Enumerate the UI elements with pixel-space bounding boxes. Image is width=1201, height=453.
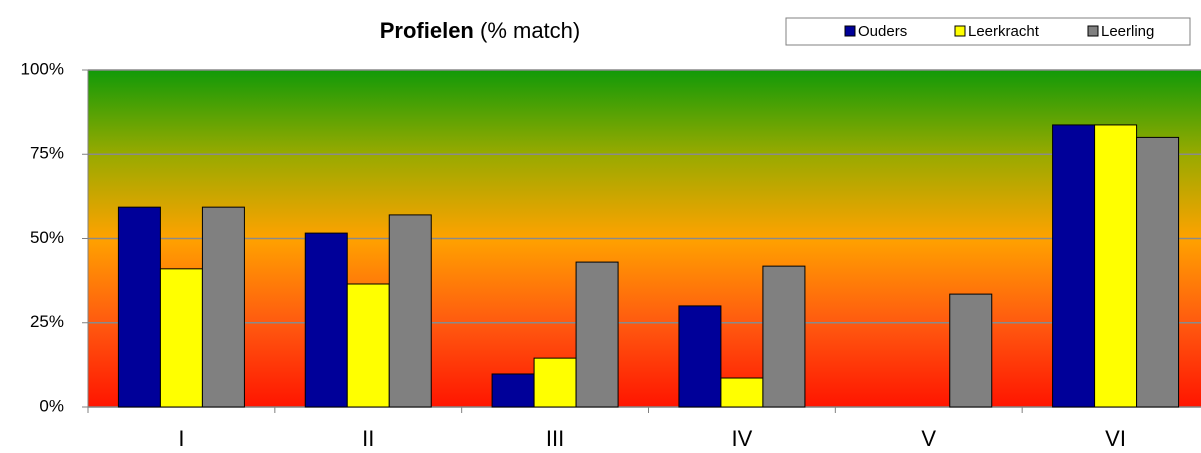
- bar: [346, 283, 390, 408]
- bar: [1094, 124, 1138, 408]
- y-tick-label: 50%: [30, 228, 64, 247]
- legend-label: Leerkracht: [968, 23, 1040, 40]
- x-tick-label: V: [921, 426, 936, 448]
- legend-swatch: [954, 25, 966, 37]
- bar: [1052, 124, 1096, 408]
- y-tick-label: 0%: [39, 396, 64, 415]
- x-tick-label: I: [178, 426, 184, 448]
- bar: [1136, 136, 1180, 408]
- bar: [159, 268, 203, 408]
- y-tick-label: 100%: [21, 59, 64, 78]
- legend-swatch: [1087, 25, 1099, 37]
- x-tick-label: VI: [1105, 426, 1126, 448]
- bar: [201, 206, 245, 408]
- y-tick-label: 75%: [30, 144, 64, 163]
- x-tick-label: II: [362, 426, 374, 448]
- subtitle: (% match): [480, 18, 580, 43]
- bar: [949, 293, 993, 408]
- bar: [491, 373, 535, 408]
- x-tick-label: III: [546, 426, 564, 448]
- title: Profielen: [380, 18, 474, 43]
- legend-label: Ouders: [858, 23, 907, 40]
- bar: [720, 377, 764, 408]
- x-tick-label: IV: [732, 426, 753, 448]
- bar: [388, 214, 432, 408]
- chart-title: Profielen (% match): [380, 18, 581, 43]
- bar: [575, 261, 619, 408]
- bar: [117, 206, 161, 408]
- y-tick-label: 25%: [30, 312, 64, 331]
- bar: [678, 305, 722, 408]
- legend-swatch: [844, 25, 856, 37]
- bar: [533, 357, 577, 408]
- bar: [304, 232, 348, 408]
- bar: [762, 265, 806, 408]
- legend-label: Leerling: [1101, 23, 1154, 40]
